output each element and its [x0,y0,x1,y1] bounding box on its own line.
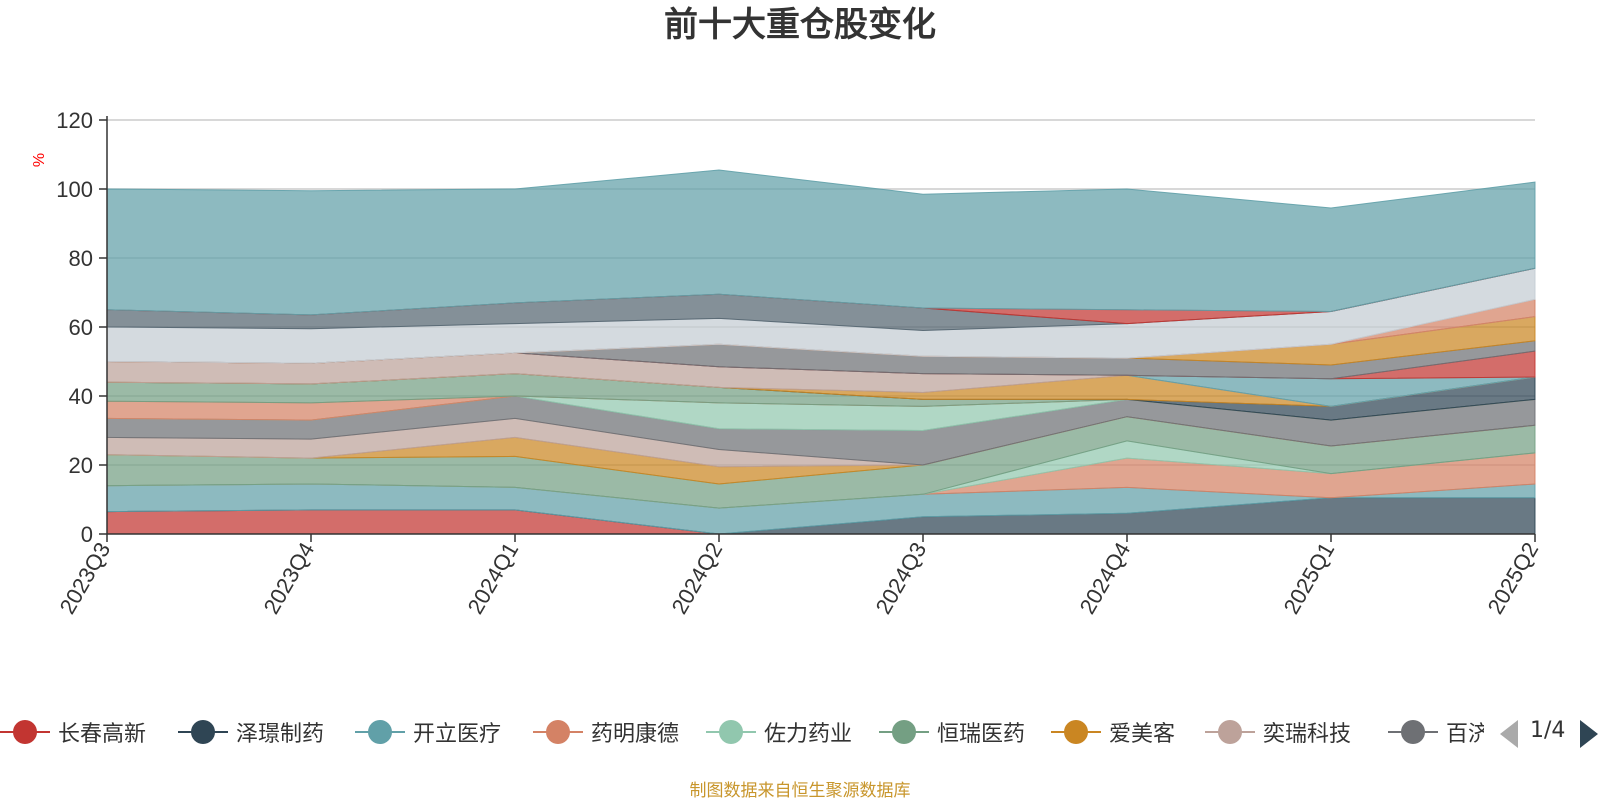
legend-marker-icon [1051,712,1101,752]
legend-item[interactable]: 奕瑞科技 [1205,712,1351,752]
area-series-25 [106,169,1536,316]
legend-item[interactable]: 药明康德 [533,712,679,752]
legend-marker-dot [13,720,37,744]
legend-item[interactable]: 百济神州 [1388,712,1484,752]
legend-item[interactable]: 泽璟制药 [178,712,324,752]
y-tick-label: 120 [56,108,93,133]
data-source-note: 制图数据来自恒生聚源数据库 [689,781,911,801]
legend-marker-dot [892,720,916,744]
legend-marker-dot [368,720,392,744]
y-tick-label: 100 [56,177,93,202]
legend-label: 长春高新 [58,722,147,747]
y-tick-label: 0 [81,522,93,547]
legend-label: 泽璟制药 [236,722,325,747]
previous-page-icon[interactable] [1500,720,1518,748]
x-tick-label: 2024Q4 [1075,538,1136,618]
legend-label: 恒瑞医药 [937,722,1026,747]
x-tick-label: 2023Q4 [259,538,320,618]
legend-marker-icon [178,712,228,752]
legend-label: 佐力药业 [764,722,853,747]
legend-marker-dot [546,720,570,744]
stacked-area-chart: 0 20 40 60 80 100 120 2023Q3 2023Q4 2024Q1 2024Q2 2… [31,108,1544,618]
x-tick-label: 2023Q3 [55,538,116,618]
legend-marker-dot [1218,720,1242,744]
legend-page-indicator: 1/4 [1530,718,1566,743]
legend-marker-icon [1388,712,1438,752]
x-tick-label: 2025Q2 [1483,538,1544,618]
y-tick-label: 80 [69,246,93,271]
legend-label: 百济神州 [1446,722,1484,747]
legend-marker-icon [1205,712,1255,752]
y-axis-label: % [31,153,48,167]
area-series [106,169,1536,535]
legend-pager: 1/4 [1500,718,1600,748]
legend-label: 奕瑞科技 [1263,722,1352,747]
legend-marker-icon [879,712,929,752]
legend-item[interactable]: 爱美客 [1051,712,1175,752]
x-tick-label: 2024Q1 [463,538,524,618]
x-tick-label: 2025Q1 [1279,538,1340,618]
legend-marker-icon [355,712,405,752]
y-tick-label: 20 [69,453,93,478]
legend-marker-icon [533,712,583,752]
y-tick-label: 40 [69,384,93,409]
legend-marker-dot [1401,720,1425,744]
legend-label: 开立医疗 [413,722,502,747]
y-tick-label: 60 [69,315,93,340]
legend-marker-icon [706,712,756,752]
x-tick-label: 2024Q3 [871,538,932,618]
legend-marker-dot [719,720,743,744]
legend-item[interactable]: 长春高新 [0,712,146,752]
legend-item[interactable]: 佐力药业 [706,712,852,752]
chart-title: 前十大重仓股变化 [664,5,936,45]
legend-item[interactable]: 开立医疗 [355,712,501,752]
legend: 长春高新 泽璟制药 开立医疗 药明康德 佐力药业 恒瑞医药 爱美客 奕瑞科技 百济神州 [0,712,1484,752]
legend-marker-icon [0,712,50,752]
legend-item[interactable]: 恒瑞医药 [879,712,1025,752]
legend-label: 爱美客 [1109,722,1176,747]
next-page-icon[interactable] [1580,720,1598,748]
x-tick-label: 2024Q2 [667,538,728,618]
legend-marker-dot [191,720,215,744]
legend-label: 药明康德 [591,722,680,747]
legend-marker-dot [1064,720,1088,744]
